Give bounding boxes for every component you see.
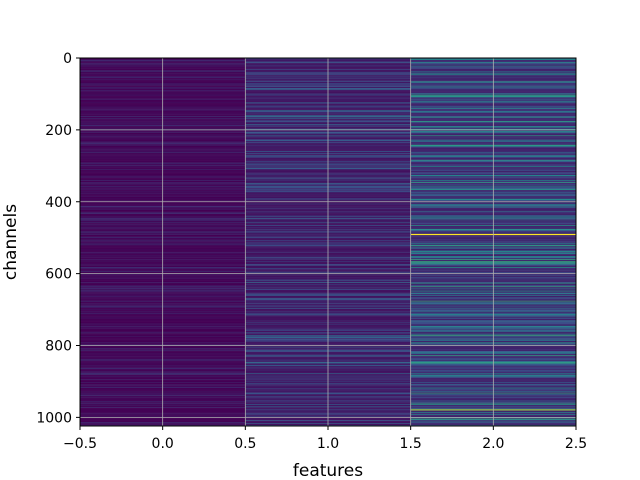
- x-axis: −0.5 0.0 0.5 1.0 1.5 2.0 2.5: [63, 426, 587, 452]
- y-tick-label: 800: [45, 339, 72, 355]
- y-tick-label: 400: [45, 195, 72, 211]
- x-tick-label: 2.0: [482, 436, 504, 452]
- x-tick-label: −0.5: [63, 436, 97, 452]
- y-tick-label: 600: [45, 267, 72, 283]
- y-axis-title: channels: [1, 204, 21, 280]
- y-tick-label: 1000: [36, 410, 72, 426]
- y-tick-label: 0: [63, 51, 72, 67]
- y-tick-label: 200: [45, 123, 72, 139]
- x-tick-label: 1.0: [317, 436, 339, 452]
- x-tick-label: 1.5: [400, 436, 422, 452]
- x-axis-title: features: [293, 461, 363, 480]
- y-axis: 0 200 400 600 800 1000: [36, 51, 80, 426]
- x-tick-label: 0.5: [234, 436, 256, 452]
- x-tick-label: 2.5: [565, 436, 587, 452]
- x-tick-label: 0.0: [152, 436, 174, 452]
